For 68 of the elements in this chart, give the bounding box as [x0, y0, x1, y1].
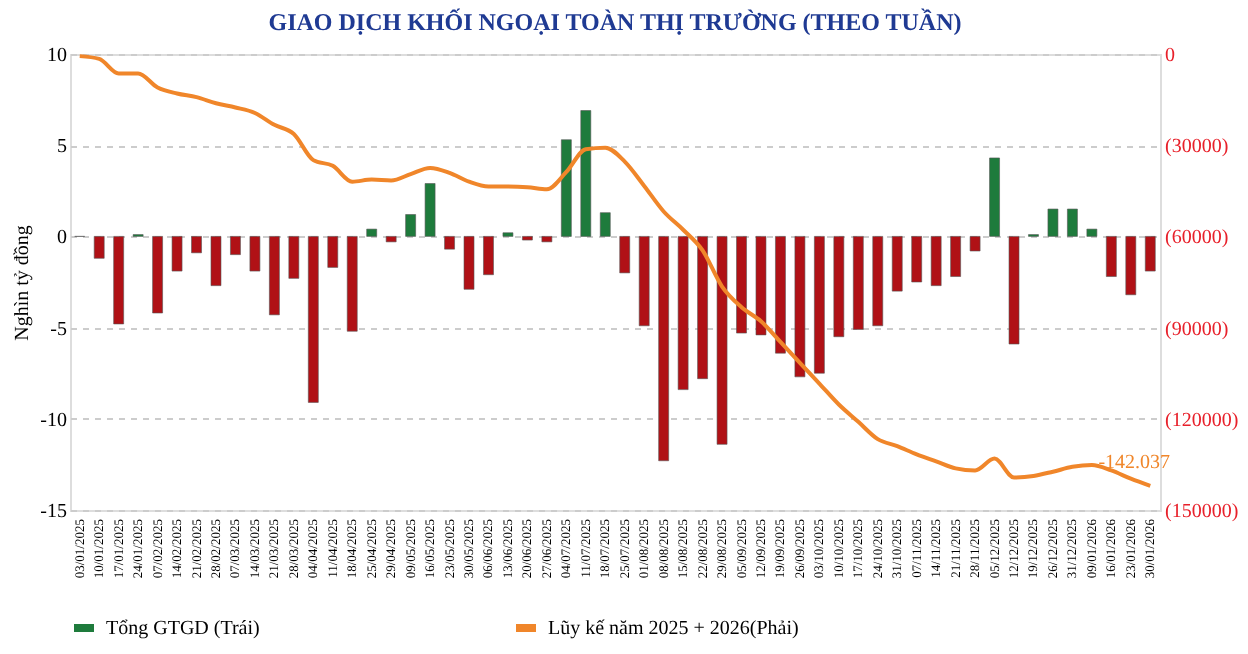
bar: [736, 236, 747, 334]
bar: [171, 236, 183, 272]
y-tick-label: -5: [50, 318, 67, 341]
bar: [346, 236, 358, 332]
y2-tick-label: (120000): [1165, 409, 1239, 432]
bar: [775, 236, 786, 354]
bar: [541, 236, 553, 243]
bar: [230, 236, 241, 255]
y2-tick-label: (60000): [1165, 227, 1229, 250]
bar: [814, 236, 825, 374]
y-axis-title: Nghìn tỷ đồng: [12, 225, 35, 341]
bar: [308, 236, 319, 403]
bar: [697, 236, 708, 379]
annotation: -142.037: [1098, 451, 1171, 474]
y2-tick-label: (150000): [1165, 501, 1239, 523]
bar: [1067, 208, 1078, 237]
bar: [969, 236, 981, 252]
bar: [891, 236, 903, 292]
bar: [1008, 236, 1020, 345]
bar: [716, 236, 728, 445]
bar: [1106, 236, 1117, 277]
bar: [93, 236, 105, 259]
bar: [463, 236, 475, 290]
bar: [366, 228, 377, 237]
bar: [853, 236, 864, 330]
bar: [405, 214, 416, 237]
bar: [1047, 208, 1059, 237]
y-tick-label: 0: [57, 227, 67, 250]
bar: [424, 183, 436, 237]
bar: [210, 236, 222, 286]
bar: [249, 236, 261, 272]
y2-tick-label: 0: [1165, 45, 1175, 67]
y-tick-label: -10: [40, 409, 67, 432]
bar: [1144, 236, 1156, 272]
bar: [113, 236, 124, 325]
bar: [1086, 228, 1098, 237]
bar: [989, 157, 1000, 237]
bar: [755, 236, 767, 336]
bar: [872, 236, 884, 327]
bar: [561, 139, 572, 237]
bar: [911, 236, 922, 283]
legend-label: Lũy kế năm 2025 + 2026(Phải): [548, 618, 799, 640]
y-tick-label: 5: [57, 136, 67, 159]
legend-label: Tổng GTGD (Trái): [106, 618, 260, 640]
y2-tick-label: (90000): [1165, 318, 1229, 341]
bar: [833, 236, 845, 338]
bar: [269, 236, 280, 316]
y-tick-label: 10: [47, 45, 67, 67]
chart-title: GIAO DỊCH KHỐI NGOẠI TOÀN THỊ TRƯỜNG (THEO TUẦN): [268, 8, 962, 36]
bar: [950, 236, 961, 277]
bar: [677, 236, 689, 390]
bar: [483, 236, 494, 275]
bar: [580, 110, 592, 237]
bar: [191, 236, 202, 254]
bar: [327, 236, 339, 268]
bar: [385, 236, 397, 243]
bar: [638, 236, 650, 327]
bar: [1125, 236, 1137, 296]
y-tick-label: -15: [40, 501, 67, 523]
bar: [619, 236, 631, 274]
bar: [444, 236, 455, 250]
y2-tick-label: (30000): [1165, 136, 1229, 159]
bar: [288, 236, 300, 279]
bar: [152, 236, 163, 314]
bar: [794, 236, 806, 378]
bar: [930, 236, 942, 286]
bar: [599, 212, 611, 237]
bar: [658, 236, 669, 462]
